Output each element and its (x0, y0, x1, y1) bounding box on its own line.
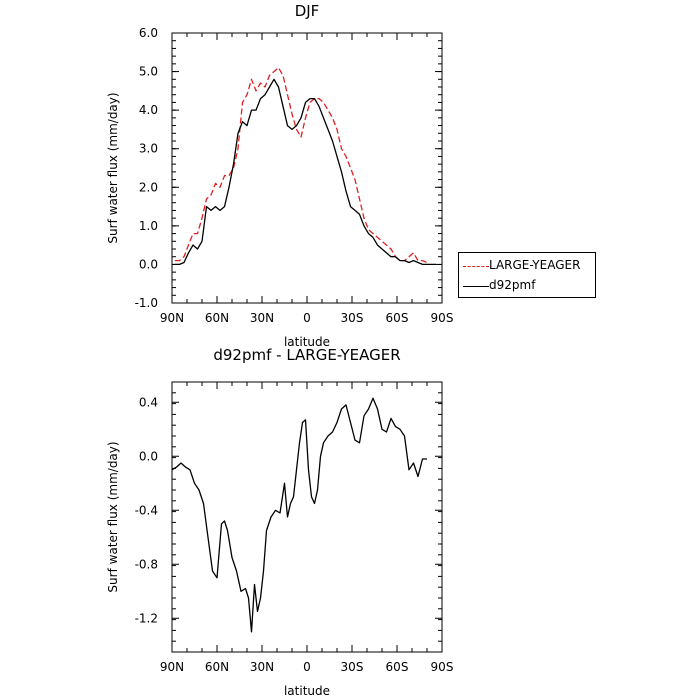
top-xtick-label: 90S (431, 311, 454, 325)
top-xtick-label: 30S (341, 311, 364, 325)
bottom-xlabel: latitude (284, 684, 330, 698)
bottom-xtick-label: 30N (250, 660, 274, 674)
top-ytick-label: 6.0 (139, 26, 158, 40)
top-axis-ticks: 90N 60N 30N 0 30S 60S 90S -1.0 0.0 1.0 2.0 3.0 4.0 5.… (135, 26, 454, 325)
bottom-ylabel: Surf water flux (mm/day) (106, 441, 120, 592)
top-ytick-label: 3.0 (139, 142, 158, 156)
legend-label-large-yeager: LARGE-YEAGER (489, 258, 581, 272)
bottom-xtick-label: 60S (386, 660, 409, 674)
top-ytick-label: 4.0 (139, 103, 158, 117)
top-xtick-label: 0 (303, 311, 311, 325)
top-series-line-d92pmf (175, 78, 436, 266)
bottom-ytick-label: 0.0 (139, 449, 158, 463)
bottom-xtick-label: 90N (160, 660, 184, 674)
bottom-ytick-label: -0.8 (135, 557, 158, 571)
top-ytick-label: 1.0 (139, 219, 158, 233)
top-ytick-label: 5.0 (139, 65, 158, 79)
legend-item-large-yeager: LARGE-YEAGER (459, 257, 595, 277)
legend-item-d92pmf: d92pmf (459, 277, 595, 297)
bottom-panel: d92pmf - LARGE-YEAGER 90N 60N 30N 0 30S 60S 90… (106, 346, 453, 698)
top-plot-frame (171, 32, 443, 304)
top-ytick-label: -1.0 (135, 296, 158, 310)
bottom-ytick-label: 0.4 (139, 395, 158, 409)
top-xtick-label: 30N (250, 311, 274, 325)
bottom-title: d92pmf - LARGE-YEAGER (213, 346, 400, 364)
top-series-line-large-yeager (175, 67, 428, 264)
legend-label-d92pmf: d92pmf (489, 278, 536, 292)
bottom-xtick-label: 90S (431, 660, 454, 674)
top-panel: DJF 90N 60N 30N 0 30S 60S 90S -1.0 0.0 1.0 2.0 3.0 4… (106, 2, 453, 349)
bottom-xtick-label: 0 (303, 660, 311, 674)
bottom-series-group (171, 397, 427, 633)
top-title: DJF (295, 2, 320, 20)
bottom-xtick-label: 60N (205, 660, 229, 674)
bottom-ytick-label: -0.4 (135, 503, 158, 517)
top-xlabel: latitude (284, 335, 330, 349)
top-ylabel: Surf water flux (mm/day) (106, 92, 120, 243)
bottom-xtick-label: 30S (341, 660, 364, 674)
top-xtick-label: 90N (160, 311, 184, 325)
bottom-axis-ticks: 90N 60N 30N 0 30S 60S 90S -1.2 -0.8 -0.4 0.0 0.4 (135, 381, 454, 674)
top-legend: LARGE-YEAGER d92pmf (458, 252, 596, 298)
top-ytick-label: 0.0 (139, 257, 158, 271)
top-ytick-label: 2.0 (139, 180, 158, 194)
bottom-ytick-label: -1.2 (135, 611, 158, 625)
top-series-group (175, 67, 436, 266)
legend-swatch-dashed-red (463, 266, 489, 267)
bottom-series-line-difference (171, 397, 427, 633)
top-xtick-label: 60N (205, 311, 229, 325)
top-xtick-label: 60S (386, 311, 409, 325)
legend-swatch-solid-black (463, 286, 489, 287)
bottom-plot-frame (171, 381, 443, 653)
